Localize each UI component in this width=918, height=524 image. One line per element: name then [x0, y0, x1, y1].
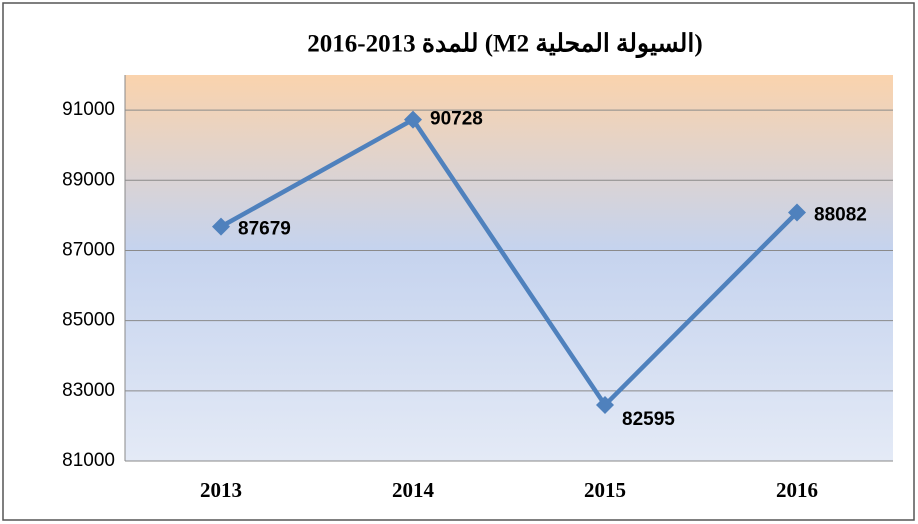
data-label: 90728 — [430, 109, 483, 130]
plot-area — [125, 75, 893, 461]
y-tick-label: 83000 — [62, 380, 115, 401]
data-label: 88082 — [814, 205, 867, 226]
x-tick-label: 2014 — [392, 478, 435, 502]
data-label: 87679 — [238, 219, 291, 240]
data-line — [219, 116, 799, 409]
data-point — [596, 396, 614, 415]
data-point — [212, 217, 230, 236]
x-tick-label: 2013 — [200, 478, 242, 502]
x-tick-label: 2016 — [776, 478, 818, 502]
x-tick-label: 2015 — [584, 478, 626, 502]
data-point — [788, 203, 806, 222]
data-point — [404, 110, 422, 129]
data-label: 82595 — [622, 409, 675, 430]
chart-title: (السيولة المحلية M2) للمدة 2013-2016 — [307, 31, 702, 59]
y-tick-label: 81000 — [62, 450, 115, 471]
y-tick-label: 85000 — [62, 310, 115, 331]
y-tick-label: 91000 — [62, 99, 115, 120]
y-tick-label: 89000 — [62, 169, 115, 190]
y-tick-label: 87000 — [62, 239, 115, 260]
